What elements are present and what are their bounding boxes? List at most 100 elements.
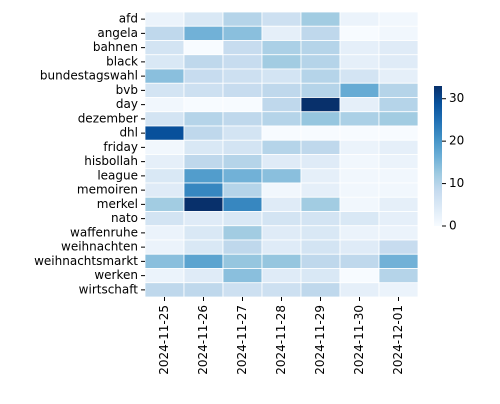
colorbar: [434, 86, 442, 226]
heatmap-cell: [261, 139, 302, 155]
heatmap-cell: [183, 82, 224, 98]
heatmap-cell: [183, 196, 224, 212]
heatmap-cell: [222, 211, 263, 227]
heatmap-cell: [378, 54, 419, 70]
heatmap-cell: [183, 154, 224, 170]
colorbar-tick-label: 0: [449, 219, 457, 233]
heatmap-cell: [183, 68, 224, 84]
heatmap-cell: [222, 25, 263, 41]
heatmap-cell: [144, 196, 185, 212]
heatmap-cell: [261, 196, 302, 212]
heatmap-cell: [378, 125, 419, 141]
heatmap-cell: [183, 168, 224, 184]
heatmap-cell: [144, 211, 185, 227]
heatmap-cell: [222, 125, 263, 141]
heatmap-cell: [222, 253, 263, 269]
y-tick-label: day: [116, 97, 138, 111]
heatmap-cell: [339, 111, 380, 127]
heatmap-cell: [339, 139, 380, 155]
heatmap-cell: [300, 54, 341, 70]
heatmap-cell: [339, 25, 380, 41]
heatmap-cell: [261, 225, 302, 241]
heatmap-cell: [183, 182, 224, 198]
heatmap-cell: [222, 239, 263, 255]
heatmap-cell: [222, 40, 263, 56]
heatmap-cell: [144, 11, 185, 27]
y-tick-label: weihnachtsmarkt: [34, 254, 138, 268]
heatmap-cell: [222, 97, 263, 113]
x-tick-label: 2024-11-25: [157, 305, 171, 375]
x-tick-label: 2024-11-30: [352, 305, 366, 375]
heatmap-cell: [222, 168, 263, 184]
heatmap-cell: [222, 268, 263, 284]
heatmap-cell: [261, 282, 302, 298]
y-tick-label: bundestagswahl: [40, 69, 138, 83]
heatmap-cell: [222, 82, 263, 98]
heatmap-cell: [183, 253, 224, 269]
heatmap-cell: [222, 68, 263, 84]
heatmap-cell: [300, 211, 341, 227]
x-tick-label: 2024-12-01: [391, 305, 405, 375]
heatmap-cell: [300, 11, 341, 27]
heatmap-cell: [261, 54, 302, 70]
heatmap-cell: [300, 239, 341, 255]
heatmap-cell: [378, 68, 419, 84]
heatmap-cell: [378, 25, 419, 41]
heatmap-cell: [378, 82, 419, 98]
heatmap-cell: [339, 154, 380, 170]
heatmap-cell: [144, 25, 185, 41]
heatmap-cell: [144, 111, 185, 127]
heatmap-cell: [144, 239, 185, 255]
heatmap-cell: [300, 97, 341, 113]
heatmap-cell: [300, 268, 341, 284]
heatmap-cell: [378, 282, 419, 298]
y-tick-label: afd: [119, 12, 138, 26]
heatmap-cell: [300, 25, 341, 41]
heatmap-cell: [378, 211, 419, 227]
y-tick-label: league: [97, 168, 138, 182]
heatmap-cell: [261, 82, 302, 98]
x-tick-label: 2024-11-29: [313, 305, 327, 375]
heatmap-cell: [183, 268, 224, 284]
heatmap-cell: [144, 139, 185, 155]
heatmap-cell: [222, 154, 263, 170]
heatmap-cell: [339, 211, 380, 227]
heatmap-cell: [300, 196, 341, 212]
heatmap-cell: [261, 68, 302, 84]
heatmap-cell: [144, 82, 185, 98]
heatmap-cell: [222, 282, 263, 298]
y-tick-label: waffenruhe: [70, 225, 138, 239]
heatmap-cell: [378, 196, 419, 212]
y-tick-label: black: [106, 54, 138, 68]
heatmap-cell: [378, 97, 419, 113]
heatmap-cell: [300, 282, 341, 298]
y-tick-label: bvb: [116, 83, 138, 97]
heatmap-cell: [222, 139, 263, 155]
heatmap-cell: [339, 82, 380, 98]
heatmap-cell: [378, 40, 419, 56]
heatmap-cell: [378, 239, 419, 255]
heatmap-cell: [261, 268, 302, 284]
x-tick-label: 2024-11-27: [235, 305, 249, 375]
heatmap-cell: [144, 282, 185, 298]
heatmap-cell: [144, 182, 185, 198]
y-tick-label: dhl: [119, 126, 138, 140]
heatmap-cell: [300, 139, 341, 155]
heatmap-cell: [378, 111, 419, 127]
heatmap-cell: [261, 154, 302, 170]
heatmap-cell: [222, 11, 263, 27]
heatmap-cell: [261, 182, 302, 198]
heatmap-cell: [183, 125, 224, 141]
heatmap-cell: [300, 225, 341, 241]
heatmap-cell: [339, 182, 380, 198]
y-tick-label: dezember: [78, 111, 138, 125]
heatmap-cell: [339, 239, 380, 255]
colorbar-tick-label: 10: [449, 176, 464, 190]
heatmap-cell: [339, 68, 380, 84]
heatmap-cell: [339, 97, 380, 113]
heatmap-cell: [378, 268, 419, 284]
heatmap-cell: [261, 40, 302, 56]
heatmap-cell: [378, 168, 419, 184]
heatmap-cell: [222, 225, 263, 241]
